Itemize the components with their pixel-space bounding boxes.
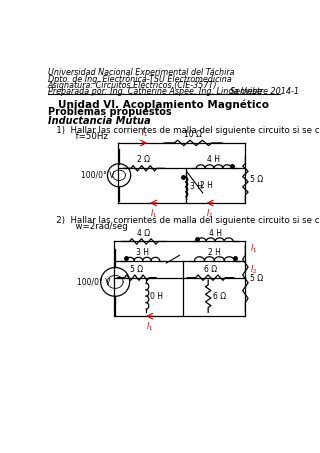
Text: 100/0° V: 100/0° V xyxy=(77,277,110,286)
Text: $I_1$: $I_1$ xyxy=(146,321,153,333)
Text: $I_1$: $I_1$ xyxy=(250,243,257,255)
Text: $I_2$: $I_2$ xyxy=(250,264,257,276)
Text: 5 Ω: 5 Ω xyxy=(130,265,143,274)
Text: $I_1$: $I_1$ xyxy=(149,207,157,220)
Text: Dpto. de Ing. Electrónica-TSU Electromedicina: Dpto. de Ing. Electrónica-TSU Electromed… xyxy=(48,74,231,84)
Text: 3 H: 3 H xyxy=(136,248,149,257)
Text: 100/0° V: 100/0° V xyxy=(81,171,114,180)
Text: 3 H: 3 H xyxy=(189,182,203,191)
Text: 5 Ω: 5 Ω xyxy=(250,174,263,183)
Text: 2 H: 2 H xyxy=(200,181,212,190)
Text: Inductancia Mutua: Inductancia Mutua xyxy=(48,116,150,126)
Text: 6 Ω: 6 Ω xyxy=(204,265,217,274)
Text: w=2rad/seg: w=2rad/seg xyxy=(48,222,127,231)
Text: Asignatura: Circuitos Eléctricos (CIE-357T): Asignatura: Circuitos Eléctricos (CIE-35… xyxy=(48,81,217,90)
Text: 4 H: 4 H xyxy=(209,229,222,238)
Text: 4 Ω: 4 Ω xyxy=(137,229,150,238)
Text: Semestre 2014-1: Semestre 2014-1 xyxy=(230,87,299,96)
Text: Problemas propuestos: Problemas propuestos xyxy=(48,107,172,117)
Text: Preparada por: Ing. Catherine Aspee, Ing. Linda Uribe: Preparada por: Ing. Catherine Aspee, Ing… xyxy=(48,87,262,96)
Text: 2 H: 2 H xyxy=(208,248,221,257)
Text: 1)  Hallar las corrientes de malla del siguiente circuito si se conoce que: 1) Hallar las corrientes de malla del si… xyxy=(48,126,320,135)
Text: f=50Hz: f=50Hz xyxy=(48,132,108,141)
Text: 4 H: 4 H xyxy=(207,155,220,164)
Text: $I_2$: $I_2$ xyxy=(206,207,213,220)
Text: $I_1$: $I_1$ xyxy=(141,126,148,139)
Text: 6 Ω: 6 Ω xyxy=(213,292,226,301)
Text: Universidad Nacional Experimental del Táchira: Universidad Nacional Experimental del Tá… xyxy=(48,68,234,77)
Text: 5 Ω: 5 Ω xyxy=(250,274,263,283)
Text: 0 H: 0 H xyxy=(150,292,163,301)
Text: 10 Ω: 10 Ω xyxy=(184,130,202,139)
Text: 2 Ω: 2 Ω xyxy=(137,155,150,164)
Text: Unidad VI. Acoplamiento Magnético: Unidad VI. Acoplamiento Magnético xyxy=(59,100,269,110)
Text: 2)  Hallar las corrientes de malla del siguiente circuito si se conoce que: 2) Hallar las corrientes de malla del si… xyxy=(48,216,320,225)
